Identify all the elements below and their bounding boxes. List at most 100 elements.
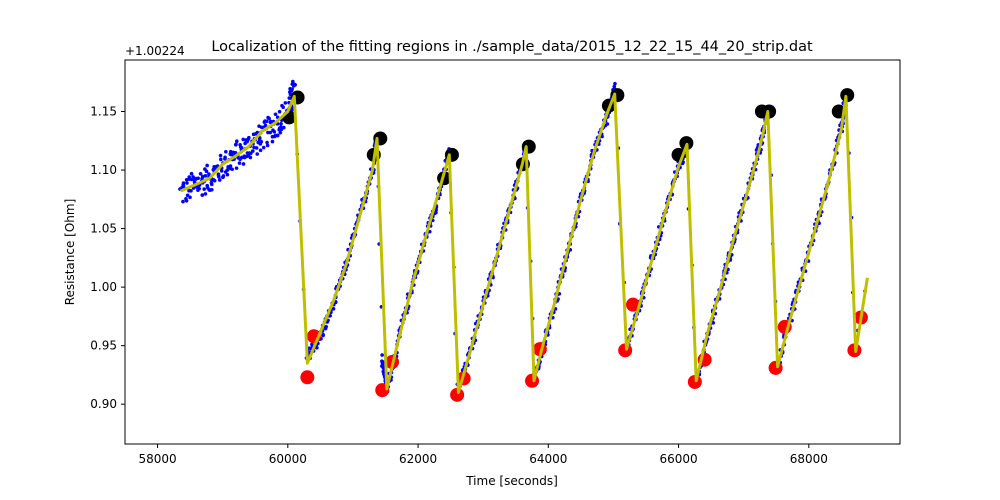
- y-tick-label: 1.10: [90, 163, 117, 177]
- data-point: [246, 137, 251, 141]
- data-point: [315, 345, 319, 350]
- data-point: [181, 199, 185, 204]
- data-point: [270, 139, 275, 144]
- x-tick-label: 66000: [659, 452, 697, 466]
- plot-area: [178, 79, 869, 402]
- data-point: [681, 160, 685, 164]
- y-axis-label: Resistance [Ohm]: [63, 199, 77, 306]
- data-point: [277, 109, 282, 114]
- y-tick-label: 0.90: [90, 397, 117, 411]
- fit-start-marker: [768, 360, 783, 375]
- data-point: [189, 188, 193, 193]
- data-point: [605, 122, 610, 126]
- data-point: [241, 162, 246, 166]
- data-point: [219, 169, 224, 173]
- data-point: [248, 155, 253, 160]
- data-point: [237, 161, 242, 165]
- data-point: [267, 116, 271, 121]
- data-point: [217, 178, 222, 182]
- data-point: [235, 139, 239, 143]
- data-point: [291, 79, 295, 84]
- x-axis: 58000 60000 62000 64000 66000 68000: [138, 444, 828, 466]
- data-point: [275, 133, 280, 138]
- fit-end-marker: [840, 88, 855, 103]
- data-point: [600, 134, 604, 139]
- data-point: [259, 139, 264, 144]
- data-point: [198, 171, 203, 176]
- data-point: [278, 130, 283, 135]
- axis-offset-label: +1.00224: [125, 44, 185, 58]
- plot-frame: [124, 59, 901, 445]
- data-point: [380, 353, 384, 357]
- data-point: [268, 130, 273, 135]
- data-point: [223, 157, 227, 161]
- data-point: [207, 188, 211, 192]
- series-layer: [178, 79, 869, 402]
- data-point: [221, 174, 226, 178]
- data-point: [197, 186, 202, 191]
- data-point: [233, 143, 238, 147]
- data-point: [263, 123, 268, 128]
- data-point: [272, 130, 277, 134]
- data-point: [200, 174, 205, 179]
- x-tick-label: 68000: [790, 452, 828, 466]
- data-point: [212, 178, 217, 183]
- data-point: [203, 192, 208, 196]
- data-point: [254, 146, 259, 150]
- fit-line: [179, 92, 869, 394]
- data-point: [219, 157, 223, 162]
- chart-title: Localization of the fitting regions in .…: [211, 39, 813, 55]
- data-point: [612, 84, 617, 89]
- data-point: [281, 125, 286, 130]
- data-point: [181, 181, 186, 185]
- data-point: [250, 149, 255, 153]
- x-tick-label: 62000: [399, 452, 437, 466]
- fit-start-marker: [300, 370, 315, 385]
- data-point: [209, 182, 214, 187]
- data-point: [188, 195, 192, 200]
- data-point: [189, 171, 194, 176]
- data-point: [202, 187, 206, 191]
- data-point: [217, 175, 221, 179]
- x-axis-label: Time [seconds]: [465, 474, 558, 488]
- data-point: [205, 163, 209, 168]
- y-tick-label: 1.05: [90, 222, 117, 236]
- data-point: [324, 324, 328, 329]
- y-axis: 0.90 0.95 1.00 1.05 1.10 1.15: [90, 105, 125, 411]
- data-point: [331, 307, 336, 311]
- data-point: [225, 172, 230, 177]
- data-point: [230, 167, 234, 172]
- data-point: [264, 119, 269, 124]
- data-point: [290, 87, 294, 91]
- data-point: [265, 143, 270, 148]
- fit-start-marker: [450, 387, 465, 402]
- data-point: [238, 142, 242, 147]
- data-point: [434, 210, 438, 215]
- data-point: [224, 149, 228, 154]
- data-point: [613, 81, 617, 86]
- data-point: [283, 101, 288, 105]
- data-point: [261, 145, 266, 150]
- data-point: [196, 176, 200, 181]
- data-point: [265, 140, 269, 145]
- fit-start-marker: [687, 374, 702, 389]
- y-tick-label: 1.15: [90, 105, 117, 119]
- data-point: [234, 166, 239, 170]
- x-tick-label: 60000: [269, 452, 307, 466]
- y-tick-label: 1.00: [90, 280, 117, 294]
- data-point: [279, 122, 283, 126]
- data-point: [216, 172, 221, 176]
- data-point: [228, 164, 233, 168]
- y-tick-label: 0.95: [90, 339, 117, 353]
- data-point: [210, 187, 214, 192]
- data-point: [203, 174, 208, 178]
- data-point: [281, 105, 285, 110]
- data-point: [321, 333, 326, 337]
- data-point: [258, 148, 263, 153]
- data-point: [293, 83, 297, 87]
- data-point: [255, 152, 260, 156]
- data-point: [185, 181, 189, 185]
- data-point: [200, 193, 205, 197]
